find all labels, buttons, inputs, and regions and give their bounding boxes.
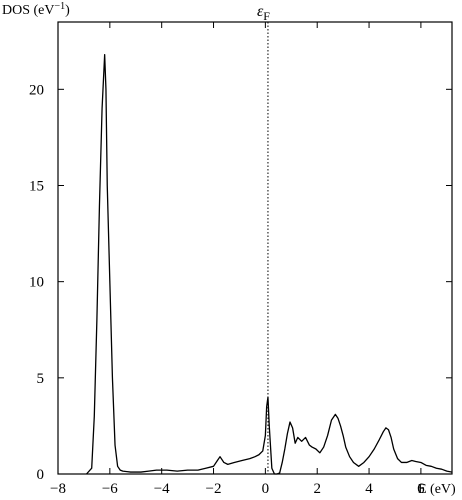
y-tick-label: 5 [37, 371, 45, 387]
y-tick-label: 10 [29, 275, 44, 291]
x-axis-label: E (eV) [418, 482, 456, 497]
x-tick-label: −4 [154, 481, 170, 497]
x-tick-label: 6 [417, 481, 425, 497]
fermi-level-label: εF [257, 3, 270, 23]
x-tick-label: 2 [313, 481, 321, 497]
x-tick-label: −6 [102, 481, 118, 497]
y-tick-label: 15 [29, 178, 44, 194]
x-tick-label: −2 [206, 481, 222, 497]
y-tick-label: 20 [29, 82, 44, 98]
y-axis-label: DOS (eV−1) [2, 1, 70, 18]
ticks-layer: −8 −6 −4 −2 0 2 4 6 0 5 10 15 20 [29, 22, 452, 497]
x-tick-label: 4 [365, 481, 373, 497]
x-tick-label: 0 [262, 481, 270, 497]
plot-frame [57, 21, 453, 475]
annotation-layer: εF [257, 3, 270, 474]
dos-curve [86, 54, 453, 475]
y-tick-label: 0 [37, 467, 45, 483]
series-layer [86, 54, 453, 475]
x-tick-label: −8 [50, 481, 66, 497]
